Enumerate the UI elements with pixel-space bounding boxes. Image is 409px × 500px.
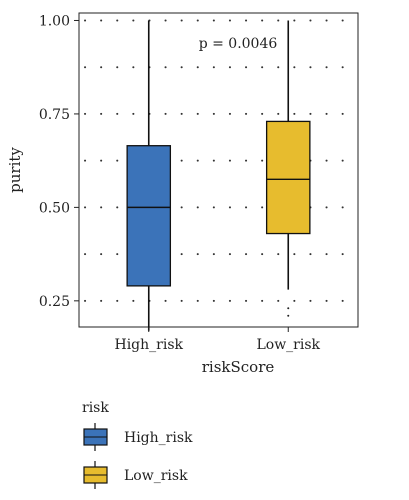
y-tick-label: 0.50 xyxy=(39,200,70,216)
legend: risk High_risk Low_risk xyxy=(82,400,193,489)
y-tick-label: 1.00 xyxy=(39,13,70,29)
outlier-point xyxy=(287,307,290,310)
box xyxy=(265,120,311,235)
outlier-point xyxy=(287,314,290,317)
x-tick-label: High_risk xyxy=(114,337,183,353)
legend-title: risk xyxy=(82,400,109,416)
x-tick-label: Low_risk xyxy=(256,337,320,353)
x-axis: High_risk Low_risk xyxy=(114,327,321,353)
box xyxy=(126,145,172,287)
y-axis-label: purity xyxy=(6,147,24,193)
plot-frame xyxy=(78,12,359,328)
legend-label: High_risk xyxy=(124,430,193,446)
boxes xyxy=(126,20,311,331)
y-tick-label: 0.75 xyxy=(39,107,70,123)
grid-lines xyxy=(84,19,355,302)
legend-label: Low_risk xyxy=(124,468,188,484)
x-axis-label: riskScore xyxy=(202,358,275,376)
p-value-annotation: p = 0.0046 xyxy=(199,36,278,52)
y-axis: 0.25 0.50 0.75 1.00 xyxy=(39,13,79,310)
y-tick-label: 0.25 xyxy=(39,294,70,310)
